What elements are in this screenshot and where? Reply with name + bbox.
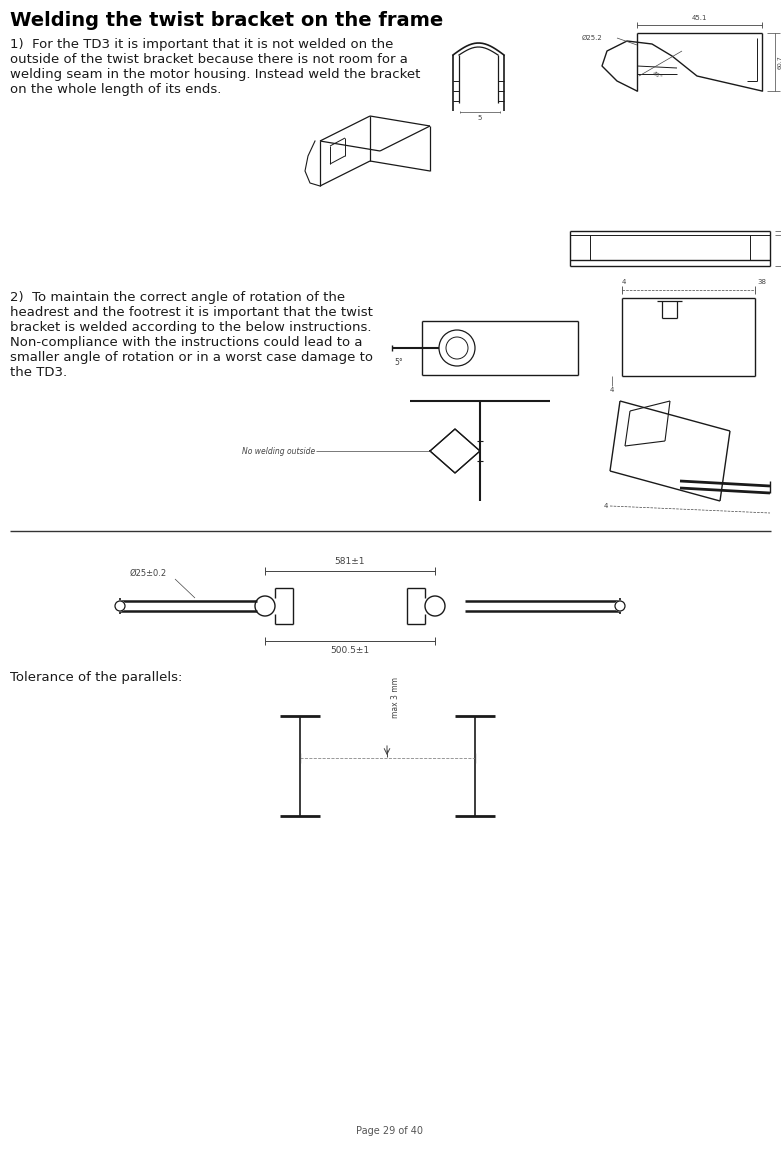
Text: 5°: 5° (394, 358, 403, 367)
Text: 4: 4 (604, 503, 608, 509)
Text: 4: 4 (622, 279, 626, 284)
Text: Tolerance of the parallels:: Tolerance of the parallels: (10, 671, 183, 684)
Text: Welding the twist bracket on the frame: Welding the twist bracket on the frame (10, 10, 444, 30)
Text: 45.1: 45.1 (691, 15, 707, 21)
Text: 5: 5 (478, 115, 482, 121)
Text: Ø25±0.2: Ø25±0.2 (130, 569, 167, 578)
Text: 45°: 45° (651, 71, 663, 81)
Text: 4: 4 (610, 387, 614, 394)
Circle shape (615, 601, 625, 611)
Text: 2)  To maintain the correct angle of rotation of the
headrest and the footrest i: 2) To maintain the correct angle of rota… (10, 291, 373, 378)
Text: 38: 38 (757, 279, 766, 284)
Text: 581±1: 581±1 (335, 557, 366, 567)
Polygon shape (430, 430, 480, 473)
Text: 500.5±1: 500.5±1 (330, 646, 369, 655)
Text: Ø25.2: Ø25.2 (582, 35, 603, 41)
Text: 1)  For the TD3 it is important that it is not welded on the
outside of the twis: 1) For the TD3 it is important that it i… (10, 38, 420, 96)
Text: Page 29 of 40: Page 29 of 40 (356, 1126, 423, 1135)
Circle shape (115, 601, 125, 611)
Text: max 3 mm: max 3 mm (390, 677, 400, 717)
Text: 60.7: 60.7 (778, 55, 781, 68)
Text: No welding outside: No welding outside (242, 447, 315, 455)
